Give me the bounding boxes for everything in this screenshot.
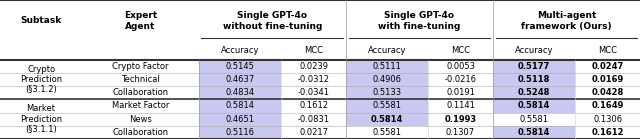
Text: 0.5248: 0.5248	[518, 88, 550, 97]
Bar	[0, 86, 640, 99]
Bar	[493, 126, 575, 139]
Text: 0.1141: 0.1141	[446, 101, 475, 111]
Bar	[199, 73, 281, 86]
Bar	[0, 113, 640, 126]
Bar	[346, 99, 428, 113]
Text: 0.5581: 0.5581	[372, 128, 401, 137]
Text: 0.5177: 0.5177	[518, 62, 550, 71]
Text: Accuracy: Accuracy	[515, 46, 554, 55]
Text: 0.0428: 0.0428	[591, 88, 624, 97]
Bar	[493, 99, 575, 113]
Bar	[199, 113, 281, 126]
Bar	[199, 99, 281, 113]
Text: 0.5814: 0.5814	[371, 115, 403, 124]
Bar	[0, 0, 640, 42]
Text: 0.0239: 0.0239	[299, 62, 328, 71]
Bar	[493, 86, 575, 99]
Bar	[493, 60, 575, 73]
Text: -0.0341: -0.0341	[298, 88, 330, 97]
Text: 0.5581: 0.5581	[372, 101, 401, 111]
Text: Crypto
Prediction
(§3.1.2): Crypto Prediction (§3.1.2)	[20, 65, 62, 95]
Text: 0.0191: 0.0191	[446, 88, 475, 97]
Text: 0.4637: 0.4637	[225, 75, 255, 84]
Text: 0.5814: 0.5814	[518, 128, 550, 137]
Text: Accuracy: Accuracy	[368, 46, 406, 55]
Text: Subtask: Subtask	[20, 16, 61, 25]
Text: MCC: MCC	[598, 46, 617, 55]
Bar	[199, 126, 281, 139]
Text: 0.1612: 0.1612	[591, 128, 624, 137]
Text: 0.0217: 0.0217	[299, 128, 328, 137]
Text: 0.5814: 0.5814	[225, 101, 255, 111]
Text: 0.5116: 0.5116	[225, 128, 255, 137]
Text: 0.0169: 0.0169	[591, 75, 624, 84]
Text: 0.1306: 0.1306	[593, 115, 622, 124]
Text: 0.5133: 0.5133	[372, 88, 401, 97]
Text: Multi-agent
framework (Ours): Multi-agent framework (Ours)	[521, 11, 612, 31]
Text: 0.0247: 0.0247	[591, 62, 624, 71]
Bar	[0, 73, 640, 86]
Bar	[346, 60, 428, 73]
Text: 0.0053: 0.0053	[446, 62, 475, 71]
Text: MCC: MCC	[451, 46, 470, 55]
Text: -0.0831: -0.0831	[298, 115, 330, 124]
Text: Crypto Factor: Crypto Factor	[112, 62, 169, 71]
Text: 0.5111: 0.5111	[372, 62, 401, 71]
Text: Collaboration: Collaboration	[113, 128, 168, 137]
Bar	[0, 42, 640, 60]
Text: 0.4834: 0.4834	[225, 88, 255, 97]
Text: Collaboration: Collaboration	[113, 88, 168, 97]
Text: 0.5814: 0.5814	[518, 101, 550, 111]
Bar	[199, 60, 281, 73]
Text: Single GPT-4o
without fine-tuning: Single GPT-4o without fine-tuning	[223, 11, 322, 31]
Text: Technical: Technical	[121, 75, 160, 84]
Text: Market Factor: Market Factor	[112, 101, 169, 111]
Bar	[199, 86, 281, 99]
Bar	[0, 60, 640, 73]
Bar	[0, 99, 640, 113]
Text: 0.1307: 0.1307	[446, 128, 475, 137]
Text: 0.5581: 0.5581	[520, 115, 548, 124]
Text: 0.4651: 0.4651	[225, 115, 255, 124]
Text: MCC: MCC	[304, 46, 323, 55]
Text: -0.0216: -0.0216	[445, 75, 477, 84]
Text: Accuracy: Accuracy	[221, 46, 259, 55]
Bar	[346, 113, 428, 126]
Text: Single GPT-4o
with fine-tuning: Single GPT-4o with fine-tuning	[378, 11, 461, 31]
Text: 0.1993: 0.1993	[444, 115, 477, 124]
Text: 0.5145: 0.5145	[225, 62, 255, 71]
Text: 0.1649: 0.1649	[591, 101, 624, 111]
Text: Expert
Agent: Expert Agent	[124, 11, 157, 31]
Text: -0.0312: -0.0312	[298, 75, 330, 84]
Text: 0.4906: 0.4906	[372, 75, 401, 84]
Bar	[346, 86, 428, 99]
Text: 0.1612: 0.1612	[299, 101, 328, 111]
Text: Market
Prediction
(§3.1.1): Market Prediction (§3.1.1)	[20, 104, 62, 134]
Text: 0.5118: 0.5118	[518, 75, 550, 84]
Bar	[493, 73, 575, 86]
Bar	[346, 73, 428, 86]
Bar	[0, 126, 640, 139]
Text: News: News	[129, 115, 152, 124]
